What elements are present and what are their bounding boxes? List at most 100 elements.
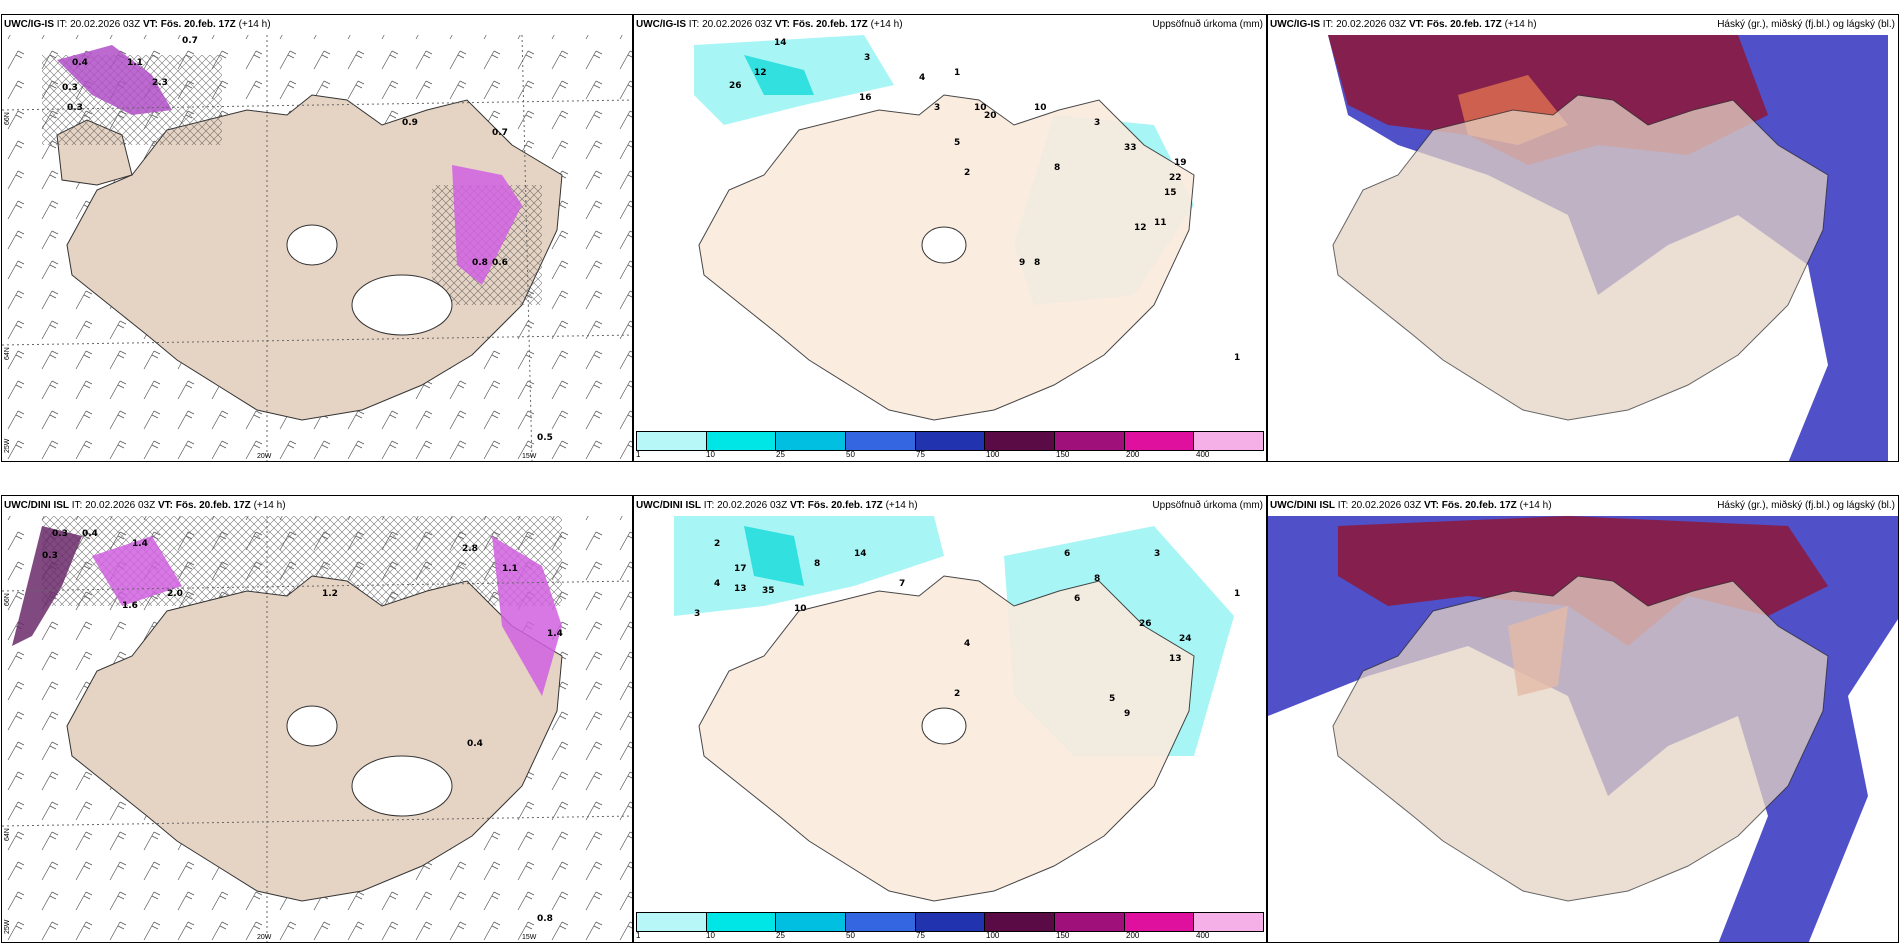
- precip-value-labels: 2 3 13 4 8 14 17 35 10 7 6 4 8 6 26 24 1…: [694, 539, 1240, 719]
- precip-value-labels: 14 3 4 1 16 12 26 3 10 20 10 3 5 8 33 19…: [729, 38, 1240, 363]
- precip-magenta-nw: [92, 536, 182, 606]
- panel-header: UWC/DINI ISL IT: 20.02.2026 03Z VT: Fös.…: [4, 500, 286, 511]
- svg-text:8: 8: [1054, 163, 1060, 173]
- svg-text:3: 3: [864, 53, 870, 63]
- colorbar-cell: [637, 432, 707, 450]
- colorbar-label: 400: [1196, 931, 1210, 940]
- colorbar-label: 1: [636, 931, 641, 940]
- wind-value-labels: 0.3 0.4 0.3 1.4 1.6 2.0 1.2 2.8 1.1 1.4 …: [42, 529, 563, 924]
- panel-header: UWC/DINI ISL IT: 20.02.2026 03Z VT: Fös.…: [1270, 500, 1552, 511]
- svg-text:0.5: 0.5: [537, 433, 553, 443]
- colorbar-cell: [637, 913, 707, 931]
- svg-text:0.8: 0.8: [537, 914, 553, 924]
- colorbar-label: 1: [636, 450, 641, 459]
- glacier: [921, 226, 967, 264]
- svg-text:7: 7: [899, 579, 905, 589]
- colorbar-label: 50: [846, 450, 855, 459]
- svg-text:14: 14: [774, 38, 787, 48]
- svg-text:3: 3: [694, 609, 700, 619]
- colorbar-label: 200: [1126, 931, 1140, 940]
- colorbar-label: 150: [1056, 450, 1070, 459]
- svg-text:1: 1: [1234, 589, 1240, 599]
- colorbar-cell: [1194, 913, 1264, 931]
- colorbar-cell: [706, 432, 777, 450]
- svg-text:0.3: 0.3: [62, 83, 78, 93]
- colorbar-cell: [985, 432, 1056, 450]
- svg-text:35: 35: [762, 586, 775, 596]
- svg-text:1.6: 1.6: [122, 601, 138, 611]
- svg-text:19: 19: [1174, 158, 1187, 168]
- colorbar: 1 10 25 50 75 100 150 200 400: [634, 912, 1266, 942]
- svg-text:4: 4: [714, 579, 720, 589]
- svg-text:5: 5: [1109, 694, 1115, 704]
- colorbar-cell: [1194, 432, 1264, 450]
- colorbar-label: 10: [706, 450, 715, 459]
- svg-text:16: 16: [859, 93, 872, 103]
- svg-text:1.2: 1.2: [322, 589, 338, 599]
- svg-text:0.7: 0.7: [182, 36, 198, 46]
- svg-text:11: 11: [1154, 218, 1167, 228]
- cloud-title: Háský (gr.), miðský (fj.bl.) og lágský (…: [1717, 500, 1895, 511]
- wind-map-panel-bottom: UWC/DINI ISL IT: 20.02.2026 03Z VT: Fös.…: [1, 495, 633, 943]
- precip-purple-nw: [12, 526, 82, 646]
- svg-text:10: 10: [794, 604, 807, 614]
- precip-title: Uppsöfnuð úrkoma (mm): [1152, 500, 1263, 511]
- svg-text:2.0: 2.0: [167, 589, 183, 599]
- svg-text:33: 33: [1124, 143, 1137, 153]
- svg-text:9: 9: [1019, 258, 1025, 268]
- svg-text:5: 5: [954, 138, 960, 148]
- lat-label: 66N: [4, 112, 11, 125]
- precip-magenta-nw: [57, 45, 172, 115]
- glacier-langjokull: [286, 224, 338, 266]
- svg-text:4: 4: [919, 73, 925, 83]
- svg-text:0.8: 0.8: [472, 258, 488, 268]
- svg-text:26: 26: [1139, 619, 1152, 629]
- colorbar-cell: [1055, 913, 1125, 931]
- lat-label: 25W: [4, 438, 11, 453]
- svg-text:0.3: 0.3: [42, 551, 58, 561]
- lat-label: 66N: [4, 593, 11, 606]
- lat-label: 25W: [4, 919, 11, 934]
- panel-header: UWC/IG-IS IT: 20.02.2026 03Z VT: Fös. 20…: [4, 19, 271, 30]
- precip-area-mid: [744, 55, 814, 95]
- svg-text:1: 1: [1234, 353, 1240, 363]
- precip-title: Uppsöfnuð úrkoma (mm): [1152, 19, 1263, 30]
- panel-header: UWC/IG-IS IT: 20.02.2026 03Z VT: Fös. 20…: [1270, 19, 1537, 30]
- colorbar-label: 100: [986, 450, 1000, 459]
- colorbar-cell: [915, 913, 986, 931]
- svg-text:0.6: 0.6: [492, 258, 508, 268]
- svg-text:2: 2: [964, 168, 970, 178]
- svg-text:12: 12: [754, 68, 767, 78]
- svg-text:10: 10: [1034, 103, 1047, 113]
- svg-text:4: 4: [964, 639, 970, 649]
- wind-map: 0.3 0.4 0.3 1.4 1.6 2.0 1.2 2.8 1.1 1.4 …: [2, 516, 632, 942]
- cloud-title: Háský (gr.), miðský (fj.bl.) og lágský (…: [1717, 19, 1895, 30]
- svg-text:10: 10: [974, 103, 987, 113]
- glacier-vatnajokull: [351, 274, 453, 336]
- colorbar-label: 25: [776, 450, 785, 459]
- svg-text:9: 9: [1124, 709, 1130, 719]
- svg-text:13: 13: [734, 584, 747, 594]
- svg-text:26: 26: [729, 81, 742, 91]
- svg-text:2: 2: [714, 539, 720, 549]
- svg-text:1.1: 1.1: [502, 564, 518, 574]
- colorbar-cell: [985, 913, 1056, 931]
- glacier: [921, 707, 967, 745]
- svg-text:0.4: 0.4: [72, 58, 88, 68]
- svg-text:0.4: 0.4: [82, 529, 98, 539]
- svg-text:3: 3: [1154, 549, 1160, 559]
- colorbar-cell: [846, 913, 916, 931]
- colorbar-cell: [915, 432, 986, 450]
- lon-label: 20W: [257, 453, 272, 460]
- colorbar-cell: [1055, 432, 1125, 450]
- svg-text:3: 3: [1094, 118, 1100, 128]
- lon-line: [521, 34, 533, 461]
- svg-text:15: 15: [1164, 188, 1177, 198]
- precip-map: 2 3 13 4 8 14 17 35 10 7 6 4 8 6 26 24 1…: [674, 516, 1240, 902]
- precip-magenta-east: [452, 165, 522, 285]
- svg-text:8: 8: [814, 559, 820, 569]
- svg-text:22: 22: [1169, 173, 1182, 183]
- colorbar-cell: [1124, 913, 1195, 931]
- colorbar-label: 75: [916, 931, 925, 940]
- colorbar-cell: [846, 432, 916, 450]
